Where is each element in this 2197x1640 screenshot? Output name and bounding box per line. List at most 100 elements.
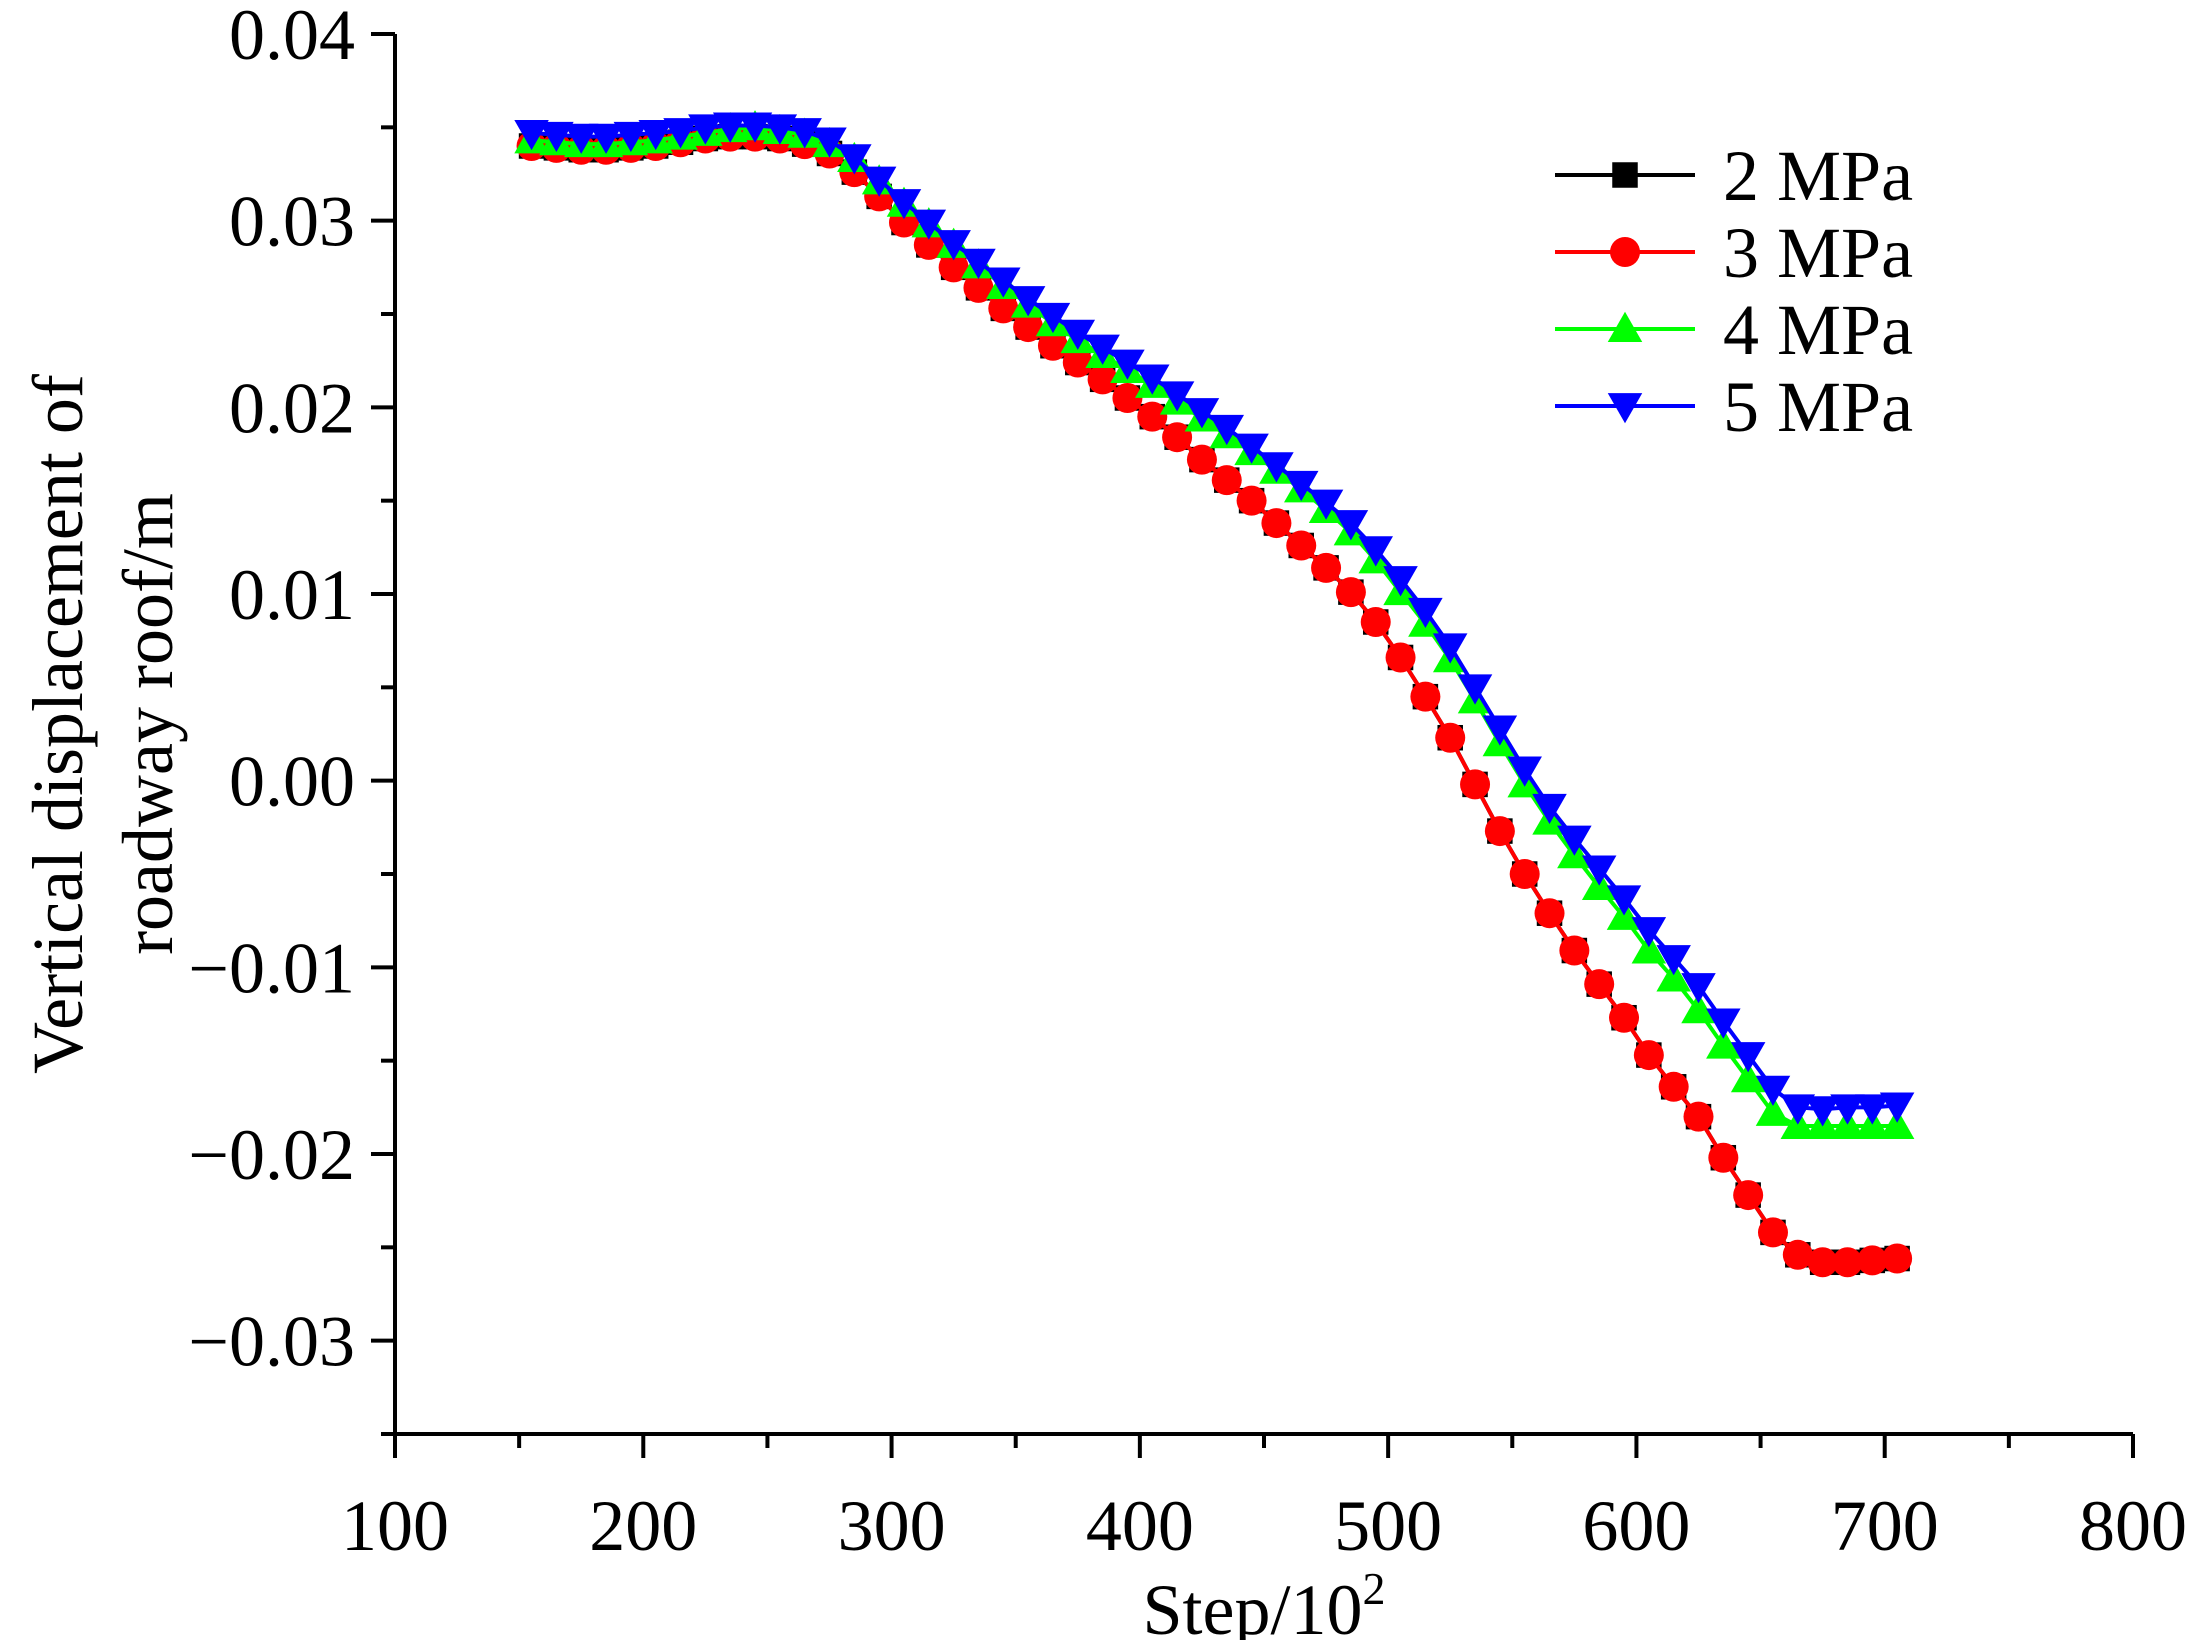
data-point — [1656, 961, 1691, 992]
data-point — [1656, 945, 1691, 976]
y-tick-label: 0.04 — [229, 0, 355, 75]
legend-item: 2 MPa — [1555, 136, 1913, 216]
data-point — [762, 114, 798, 145]
data-point — [1110, 349, 1145, 380]
data-point — [1308, 489, 1344, 520]
data-point — [1085, 334, 1120, 365]
data-point — [1135, 364, 1170, 395]
data-point — [1509, 859, 1540, 889]
x-tick-label: 400 — [1086, 1486, 1194, 1566]
data-point — [1832, 1247, 1863, 1278]
data-point — [663, 118, 698, 149]
y-tick-label: −0.02 — [188, 1115, 355, 1195]
data-point — [1460, 769, 1491, 800]
data-point — [1830, 1094, 1865, 1125]
data-point — [1060, 319, 1096, 350]
data-point — [1633, 1040, 1664, 1071]
tick-labels: 100 200 300 400 500 600 700 800 −0.03 −0.02 −0.01 0… — [188, 0, 2187, 1566]
data-point — [613, 121, 649, 153]
data-point — [638, 119, 673, 151]
data-point — [1581, 855, 1617, 886]
x-tick-label: 500 — [1334, 1486, 1442, 1566]
data-point — [1631, 917, 1667, 948]
data-point — [1606, 885, 1642, 916]
x-axis-title-superscript: 2 — [1363, 1563, 1386, 1614]
data-point — [1159, 381, 1195, 412]
data-point — [1311, 552, 1342, 583]
data-point — [1383, 566, 1418, 597]
data-point — [712, 112, 748, 143]
data-point — [1385, 642, 1416, 673]
data-point — [1410, 681, 1441, 712]
data-point — [1137, 401, 1168, 432]
data-point — [539, 121, 574, 153]
x-tick-label: 800 — [2079, 1486, 2187, 1566]
data-point — [1584, 969, 1615, 1000]
x-tick-label: 100 — [341, 1486, 449, 1566]
series-5-mpa — [514, 112, 1915, 1127]
y-tick-label: 0.00 — [229, 742, 355, 822]
data-point — [1211, 465, 1242, 496]
data-point — [938, 252, 969, 283]
y-tick-label: −0.01 — [188, 928, 355, 1008]
data-point — [1484, 816, 1515, 847]
data-point — [913, 229, 944, 260]
data-point — [588, 123, 624, 154]
data-point — [861, 166, 897, 197]
legend-marker — [1607, 393, 1643, 424]
data-point — [1261, 508, 1292, 539]
data-point — [1882, 1243, 1913, 1274]
data-point — [1782, 1239, 1813, 1270]
legend-label: 4 MPa — [1723, 290, 1913, 370]
data-point — [837, 144, 872, 175]
legend-marker — [1610, 237, 1640, 267]
data-point — [1209, 414, 1245, 446]
data-point — [1807, 1247, 1838, 1278]
data-point — [563, 123, 599, 154]
data-point — [1432, 633, 1468, 664]
data-point — [1335, 577, 1366, 608]
data-point — [1112, 383, 1143, 413]
y-tick-label: −0.03 — [188, 1302, 355, 1382]
data-point — [1706, 1028, 1741, 1059]
x-tick-label: 300 — [838, 1486, 946, 1566]
data-point — [1730, 1062, 1766, 1093]
data-point — [1333, 510, 1369, 541]
data-point — [1805, 1096, 1840, 1127]
data-point — [1755, 1075, 1791, 1106]
y-tick-label: 0.02 — [229, 368, 355, 448]
y-axis-title: Vertical displacement of roadway roof/m — [18, 374, 188, 1074]
data-point — [1757, 1217, 1788, 1248]
data-point — [1259, 452, 1294, 483]
x-axis-title-main: Step/10 — [1142, 1570, 1362, 1640]
data-point — [1681, 973, 1716, 1004]
data-point — [1534, 898, 1565, 929]
data-point — [1457, 674, 1493, 705]
data-point — [1010, 286, 1046, 317]
data-point — [1358, 536, 1393, 567]
data-point — [1755, 1095, 1791, 1126]
data-point — [1234, 433, 1269, 464]
data-point — [1559, 935, 1590, 966]
data-point — [1286, 530, 1317, 561]
data-point — [961, 248, 996, 279]
y-axis-title-line2: roadway roof/m — [108, 493, 188, 955]
data-point — [1507, 756, 1542, 787]
data-point — [1482, 715, 1518, 746]
data-point — [1733, 1180, 1764, 1211]
legend-item: 3 MPa — [1555, 213, 1913, 293]
data-point — [936, 230, 971, 261]
legend-label: 3 MPa — [1723, 213, 1913, 293]
data-point — [1087, 364, 1118, 395]
data-point — [911, 209, 947, 240]
data-point — [787, 118, 822, 149]
x-axis-title: Step/102 — [1142, 1563, 1385, 1640]
legend-item: 4 MPa — [1555, 290, 1913, 370]
data-point — [986, 267, 1021, 298]
ticks — [371, 32, 2135, 1458]
y-tick-label: 0.03 — [229, 182, 355, 262]
x-tick-label: 200 — [589, 1486, 697, 1566]
